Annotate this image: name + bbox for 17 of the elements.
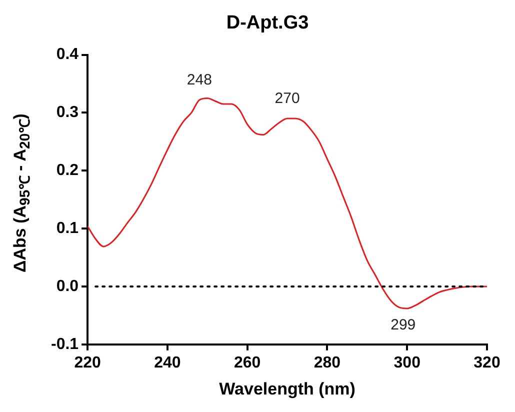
x-tick-label: 240 — [154, 354, 181, 372]
y-tick-label: 0.1 — [56, 220, 79, 237]
y-tick-label: 0.3 — [56, 104, 79, 122]
x-tick-label: 320 — [474, 354, 500, 372]
y-tick-label: 0.0 — [56, 278, 79, 295]
x-axis-title: Wavelength (nm) — [219, 379, 356, 398]
x-tick-label: 280 — [314, 354, 341, 372]
annotation: 248 — [186, 72, 212, 89]
annotation: 270 — [274, 90, 300, 108]
y-tick-label: -0.1 — [50, 336, 79, 353]
x-tick-label: 220 — [74, 354, 102, 372]
y-tick-label: 0.2 — [56, 162, 79, 180]
y-tick-label: 0.4 — [56, 46, 79, 64]
x-tick-label: 300 — [394, 354, 421, 372]
chart-title: D-Apt.G3 — [226, 12, 309, 34]
annotation: 299 — [390, 316, 416, 334]
x-tick-label: 260 — [234, 354, 261, 372]
